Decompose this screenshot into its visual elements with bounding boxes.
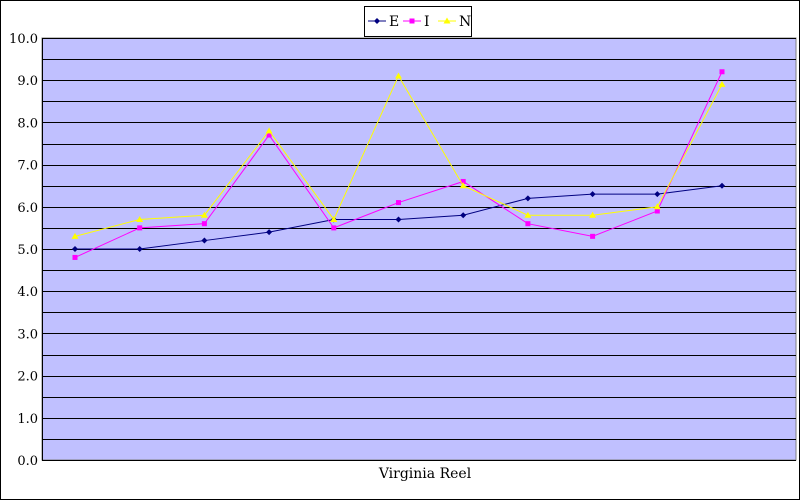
data-point-I <box>396 200 401 206</box>
data-point-N <box>136 215 144 222</box>
data-point-N <box>200 211 208 218</box>
y-tick-label: 7.0 <box>17 159 38 174</box>
data-point-N <box>71 232 79 239</box>
data-point-E <box>266 229 273 236</box>
data-point-E <box>72 246 78 252</box>
legend-item-E: E <box>368 14 399 30</box>
data-point-N <box>395 72 402 79</box>
legend-label: N <box>459 14 471 30</box>
data-point-E <box>524 195 531 202</box>
data-point-E <box>719 182 725 189</box>
y-tick-label: 8.0 <box>17 116 38 131</box>
y-tick-label: 9.0 <box>17 74 38 89</box>
data-point-E <box>654 191 661 198</box>
y-tick-label: 1.0 <box>17 412 38 427</box>
data-point-I <box>201 221 207 227</box>
y-tick-label: 10.0 <box>9 32 38 47</box>
legend-item-N: N <box>438 14 471 30</box>
data-point-I <box>266 132 272 138</box>
data-point-E <box>201 237 208 244</box>
data-point-I <box>654 208 660 214</box>
data-point-I <box>590 233 596 239</box>
data-point-I <box>460 178 466 184</box>
legend-label: E <box>389 14 399 30</box>
legend-marker <box>443 17 451 24</box>
data-point-I <box>137 225 143 231</box>
data-point-I <box>719 69 725 75</box>
data-point-N <box>589 211 597 218</box>
data-point-E <box>395 216 402 223</box>
x-axis-label: Virginia Reel <box>378 466 472 482</box>
data-point-N <box>524 211 532 218</box>
data-point-I <box>72 254 78 260</box>
y-tick-label: 5.0 <box>17 243 38 258</box>
y-tick-label: 0.0 <box>17 454 38 469</box>
y-tick-label: 2.0 <box>17 370 38 385</box>
series-I <box>72 69 725 260</box>
legend-marker <box>409 18 415 24</box>
y-tick-label: 4.0 <box>17 285 38 300</box>
data-point-I <box>525 221 531 227</box>
data-point-N <box>459 182 467 189</box>
legend-label: I <box>424 14 430 30</box>
data-point-E <box>136 246 143 252</box>
legend-item-I: I <box>403 14 430 30</box>
y-tick-label: 6.0 <box>17 201 38 216</box>
data-point-I <box>331 225 337 231</box>
data-point-N <box>265 127 273 134</box>
data-point-E <box>460 212 467 219</box>
data-point-N <box>653 203 661 210</box>
data-point-E <box>589 191 596 198</box>
data-point-N <box>718 80 726 87</box>
series-N <box>71 72 726 239</box>
data-point-N <box>330 215 338 222</box>
y-tick-label: 3.0 <box>17 327 38 342</box>
legend-marker <box>374 18 380 24</box>
